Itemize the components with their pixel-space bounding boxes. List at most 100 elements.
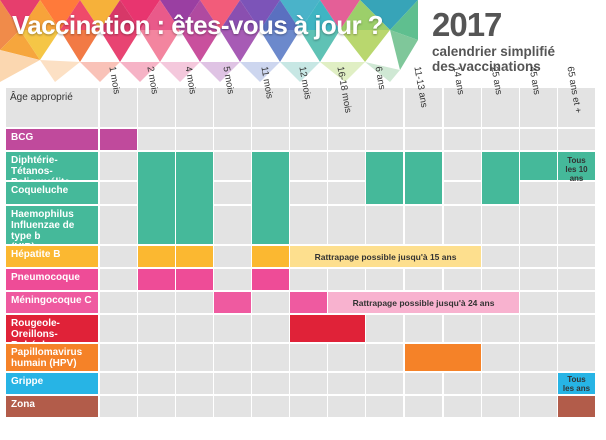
grid-cell <box>558 206 595 244</box>
grid-cell <box>482 206 519 244</box>
grid-cell <box>520 396 557 417</box>
grid-cell <box>214 246 251 267</box>
dtp-coq-hib-bar <box>138 152 175 244</box>
age-header: 2 mois <box>138 66 175 127</box>
grid-cell <box>252 373 289 394</box>
grid-cell <box>100 315 137 342</box>
grid-cell <box>328 206 365 244</box>
grid-cell <box>100 152 137 180</box>
age-header: 6 ans <box>366 66 403 127</box>
annotation-hepb_catchup: Rattrapage possible jusqu'à 15 ans <box>314 252 457 262</box>
grid-cell <box>176 292 213 313</box>
age-header-label: Âge approprié <box>10 92 73 103</box>
age-header-text: 1 mois <box>105 65 122 96</box>
grid-cell <box>100 182 137 204</box>
age-header-label-cell <box>6 88 98 127</box>
grid-cell <box>520 344 557 371</box>
grid-cell <box>290 182 327 204</box>
grid-cell <box>214 152 251 180</box>
grid-cell <box>444 182 481 204</box>
age-header-text: 12 mois <box>295 65 313 101</box>
grid-cell <box>176 129 213 150</box>
grid-cell <box>366 206 403 244</box>
grid-cell <box>520 315 557 342</box>
grid-cell <box>138 315 175 342</box>
row-label-coq: Coqueluche <box>6 182 98 204</box>
dtp-coq-booster-bar <box>405 152 442 204</box>
grid-cell <box>444 129 481 150</box>
grid-cell <box>214 315 251 342</box>
row-label-dtp: Diphtérie-Tétanos- Poliomyélite <box>6 152 98 180</box>
grid-cell <box>520 206 557 244</box>
grid-cell <box>214 129 251 150</box>
age-header-text: 11-13 ans <box>410 65 429 109</box>
age-header: 25 ans <box>482 66 519 127</box>
grid-cell <box>405 129 442 150</box>
grid-cell <box>138 373 175 394</box>
grid-cell <box>100 292 137 313</box>
row-label-bcg: BCG <box>6 129 98 150</box>
age-header-text: 45 ans <box>525 65 542 96</box>
grid-cell <box>482 344 519 371</box>
grid-cell <box>444 396 481 417</box>
age-header: 11 mois <box>252 66 289 127</box>
grid-cell <box>482 246 519 267</box>
hepb-bar <box>138 246 175 267</box>
grid-cell <box>252 315 289 342</box>
grid-cell <box>444 206 481 244</box>
age-header: 65 ans et + <box>558 66 595 127</box>
pneumo-bar <box>176 269 213 290</box>
grid-cell <box>482 315 519 342</box>
grid-cell <box>366 315 403 342</box>
grid-cell <box>520 246 557 267</box>
row-label-hib: Haemophilus Influenzae de type b (HIB) <box>6 206 98 244</box>
grid-cell <box>444 373 481 394</box>
age-header: 16-18 mois <box>328 66 365 127</box>
age-header-text: 5 mois <box>219 65 236 96</box>
hepb-bar <box>176 246 213 267</box>
header-banner <box>0 0 418 82</box>
grid-cell <box>328 373 365 394</box>
grid-cell <box>558 269 595 290</box>
subtitle: calendrier simplifié des vaccinations <box>432 44 602 74</box>
grid-cell <box>558 292 595 313</box>
menc-catchup-bar: Rattrapage possible jusqu'à 24 ans <box>328 292 519 313</box>
age-header: 14 ans <box>444 66 481 127</box>
grid-cell <box>100 246 137 267</box>
grid-cell <box>214 344 251 371</box>
age-header-text: 2 mois <box>143 65 160 96</box>
grid-cell <box>214 182 251 204</box>
age-header: 11-13 ans <box>405 66 442 127</box>
grid-cell <box>176 344 213 371</box>
grid-cell <box>328 344 365 371</box>
grid-cell <box>520 182 557 204</box>
grid-cell <box>558 315 595 342</box>
grid-cell <box>290 206 327 244</box>
grid-cell <box>520 269 557 290</box>
grid-cell <box>252 292 289 313</box>
annotation-grippe_65: Tous les ans <box>562 375 591 393</box>
grid-cell <box>366 129 403 150</box>
menc-12m-bar <box>290 292 327 313</box>
subtitle-line-2: des vaccinations <box>432 59 541 74</box>
row-label-grippe: Grippe <box>6 373 98 394</box>
grid-cell <box>252 344 289 371</box>
grid-cell <box>176 396 213 417</box>
age-header: 12 mois <box>290 66 327 127</box>
grid-cell <box>214 269 251 290</box>
dtp-coq-hib-bar <box>252 152 289 244</box>
annotation-dtp_65: Tous les 10 ans <box>565 156 588 183</box>
grid-cell <box>405 269 442 290</box>
grid-cell <box>482 396 519 417</box>
hpv-bar <box>405 344 481 371</box>
grid-cell <box>558 129 595 150</box>
grid-cell <box>328 396 365 417</box>
age-header-text: 16-18 mois <box>333 65 353 114</box>
grid-cell <box>100 373 137 394</box>
grid-cell <box>405 206 442 244</box>
grid-cell <box>176 315 213 342</box>
hepb-catchup-bar: Rattrapage possible jusqu'à 15 ans <box>290 246 481 267</box>
pneumo-bar <box>138 269 175 290</box>
annotation-menc_catchup: Rattrapage possible jusqu'à 24 ans <box>352 298 495 308</box>
age-header-text: 11 mois <box>257 65 275 100</box>
